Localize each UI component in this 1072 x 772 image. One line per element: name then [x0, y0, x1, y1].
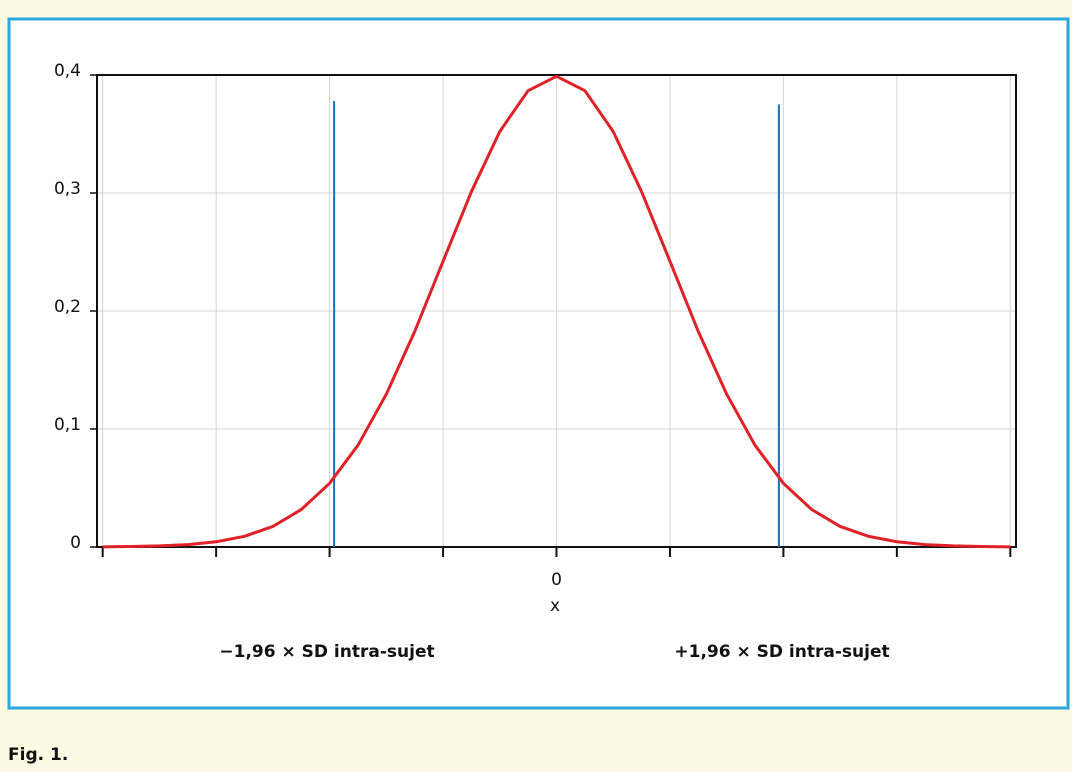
x-tick-label: 0: [551, 570, 562, 590]
chart-frame: [7, 17, 1070, 710]
y-tick-label: 0,3: [54, 179, 81, 199]
y-tick-label: 0: [70, 533, 81, 553]
caption: Fig. 1.: [8, 745, 68, 765]
y-tick-label: 0,4: [54, 61, 81, 81]
y-tick-label: 0,1: [54, 415, 81, 435]
annotation: +1,96 × SD intra-sujet: [674, 642, 889, 662]
y-tick-label: 0,2: [54, 297, 81, 317]
x-axis-label: x: [550, 596, 560, 616]
annotation: −1,96 × SD intra-sujet: [219, 642, 434, 662]
curve: [102, 74, 1011, 549]
